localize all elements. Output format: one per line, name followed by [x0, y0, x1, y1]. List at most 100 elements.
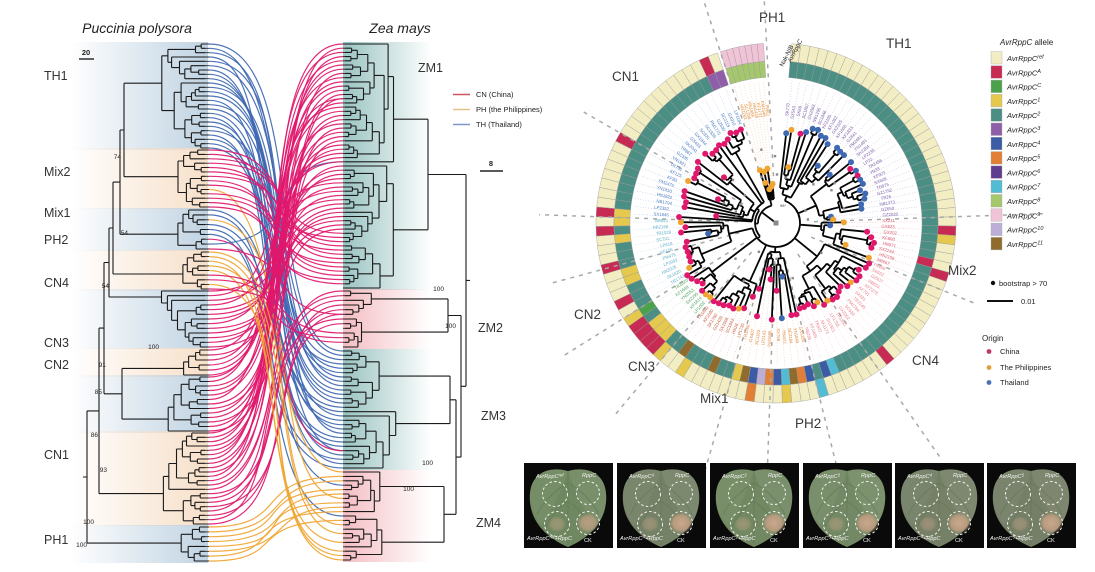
svg-text:54: 54	[121, 230, 129, 237]
svg-text:CN3: CN3	[628, 359, 655, 374]
svg-text:KF1737: KF1737	[756, 102, 763, 118]
svg-text:GZ2020: GZ2020	[882, 212, 898, 218]
svg-text:PM475: PM475	[662, 252, 677, 261]
svg-text:RppC: RppC	[1045, 473, 1060, 479]
svg-text:CN2: CN2	[574, 307, 601, 322]
svg-text:TR26: TR26	[880, 194, 892, 201]
svg-text:HN2156: HN2156	[879, 252, 896, 262]
svg-text:100: 100	[422, 460, 433, 467]
svg-text:NB2168: NB2168	[653, 224, 669, 230]
svg-text:TR1028: TR1028	[656, 229, 672, 236]
svg-text:AvrRppC3: AvrRppC3	[814, 473, 841, 481]
svg-text:KF83: KF83	[667, 174, 679, 183]
svg-text:YN1843: YN1843	[793, 327, 801, 344]
svg-text:ZM3: ZM3	[481, 409, 506, 423]
svg-text:YN33: YN33	[869, 166, 881, 176]
svg-text:20: 20	[82, 48, 90, 57]
svg-text:HN18: HN18	[731, 322, 740, 335]
svg-text:HN571: HN571	[882, 241, 897, 249]
svg-text:AvrRppCA: AvrRppCA	[1006, 68, 1041, 77]
svg-text:CN1: CN1	[612, 69, 639, 84]
svg-text:0.01: 0.01	[1021, 297, 1036, 306]
svg-text:PH1: PH1	[759, 10, 785, 25]
svg-text:98*: 98*	[780, 203, 786, 208]
svg-text:SC2119: SC2119	[720, 112, 732, 128]
svg-text:ZM2: ZM2	[478, 321, 503, 335]
svg-text:AvrRppC3+RppC: AvrRppC3+RppC	[805, 535, 849, 543]
svg-text:bootstrap > 70: bootstrap > 70	[999, 279, 1047, 288]
svg-text:Mix1: Mix1	[700, 391, 729, 406]
svg-text:LP2352: LP2352	[654, 205, 670, 212]
svg-text:AvrRppC9: AvrRppC9	[1006, 211, 1040, 220]
svg-text:NB1295: NB1295	[811, 106, 822, 123]
svg-text:NB651: NB651	[867, 278, 881, 290]
svg-text:SK1171: SK1171	[820, 319, 831, 335]
svg-text:PM1546: PM1546	[760, 101, 767, 118]
svg-text:PH2: PH2	[795, 416, 821, 431]
svg-text:SC701: SC701	[656, 235, 670, 242]
svg-text:NB667: NB667	[876, 257, 891, 266]
svg-text:GX407: GX407	[748, 328, 756, 343]
svg-text:LP2143: LP2143	[760, 330, 766, 346]
svg-text:AvrRppCA: AvrRppCA	[628, 473, 655, 481]
svg-text:SX1845: SX1845	[653, 211, 669, 217]
svg-text:86: 86	[91, 432, 99, 439]
svg-text:TR437: TR437	[814, 319, 824, 333]
svg-text:HN1822: HN1822	[656, 192, 673, 201]
svg-text:KF156: KF156	[660, 247, 674, 255]
svg-text:100: 100	[445, 323, 456, 330]
svg-text:Origin: Origin	[982, 334, 1003, 343]
svg-text:PM63: PM63	[765, 104, 771, 116]
svg-text:PH (the Philippines): PH (the Philippines)	[476, 105, 543, 114]
svg-text:TR975: TR975	[876, 182, 890, 191]
svg-text:TR730: TR730	[669, 161, 683, 172]
svg-text:Puccinia polysora: Puccinia polysora	[82, 20, 192, 36]
svg-text:AvrRppC5+RppC: AvrRppC5+RppC	[989, 535, 1033, 543]
svg-text:GX1350: GX1350	[798, 326, 806, 343]
svg-text:HN2263: HN2263	[739, 104, 749, 121]
svg-text:100: 100	[403, 486, 414, 493]
svg-text:SX622: SX622	[871, 267, 885, 278]
svg-text:SC1843: SC1843	[724, 317, 735, 334]
svg-text:PH2: PH2	[44, 233, 68, 247]
svg-text:74: 74	[114, 154, 122, 161]
svg-text:TH1: TH1	[886, 36, 912, 51]
svg-text:GZ650: GZ650	[881, 206, 895, 213]
svg-text:LP22: LP22	[862, 156, 874, 166]
svg-text:93: 93	[100, 467, 108, 474]
svg-text:CK: CK	[584, 538, 592, 544]
svg-text:AvrRppC5: AvrRppC5	[1006, 154, 1041, 163]
svg-text:China: China	[1000, 347, 1020, 356]
svg-text:100: 100	[83, 519, 94, 526]
svg-text:SX1008: SX1008	[718, 316, 730, 332]
svg-text:LP1184: LP1184	[733, 110, 743, 126]
svg-text:KF1469: KF1469	[809, 323, 819, 339]
svg-text:YN1910: YN1910	[656, 185, 673, 194]
svg-text:AvrRppC allele: AvrRppC allele	[999, 38, 1054, 47]
svg-text:NB286: NB286	[804, 327, 812, 342]
svg-text:CK: CK	[863, 538, 871, 544]
svg-text:Zea mays: Zea mays	[368, 20, 430, 36]
svg-text:HN472: HN472	[782, 330, 788, 344]
svg-text:GZ937: GZ937	[870, 273, 884, 284]
svg-text:GX2003: GX2003	[806, 103, 816, 120]
svg-text:CN2: CN2	[44, 358, 69, 372]
svg-text:SC1857: SC1857	[801, 102, 810, 119]
svg-text:Mix2: Mix2	[948, 263, 977, 278]
svg-text:TH1: TH1	[44, 69, 68, 83]
svg-text:LP1730: LP1730	[736, 322, 745, 338]
svg-text:GZ1752: GZ1752	[876, 187, 893, 196]
svg-text:AvrRppCA+RppC: AvrRppCA+RppC	[619, 535, 664, 543]
svg-text:Mix2: Mix2	[44, 165, 70, 179]
svg-text:KF808: KF808	[882, 235, 896, 242]
svg-text:AvrRppCC: AvrRppCC	[1006, 83, 1041, 92]
svg-text:Thailand: Thailand	[1000, 378, 1029, 387]
svg-text:GZ335: GZ335	[676, 150, 690, 162]
svg-text:CK: CK	[1047, 538, 1055, 544]
svg-text:KF125: KF125	[669, 169, 683, 179]
svg-text:SK1620: SK1620	[666, 268, 682, 280]
svg-text:AvrRppCref: AvrRppCref	[1006, 54, 1044, 63]
svg-text:SC1298: SC1298	[743, 103, 752, 120]
svg-text:SX1921: SX1921	[825, 317, 837, 333]
svg-text:100: 100	[148, 344, 159, 351]
